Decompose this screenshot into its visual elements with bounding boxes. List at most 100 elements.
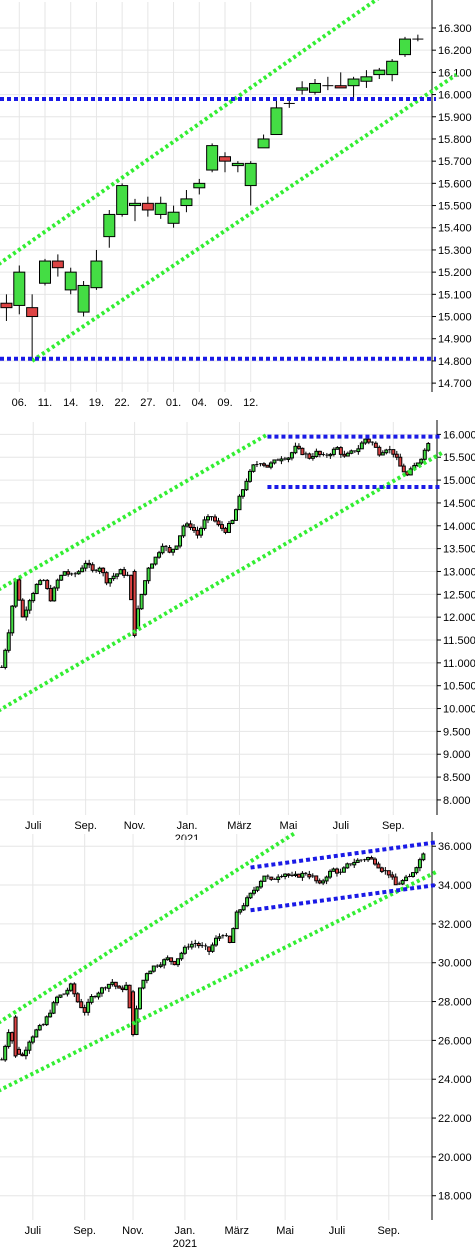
candle-body [3,649,8,668]
candle-body [366,857,371,861]
candle-body [244,480,249,491]
candle-body [192,527,197,531]
candle [393,873,398,886]
candle-body [118,569,123,575]
candle [30,1035,35,1045]
trend-channel-line [0,432,269,592]
candle [45,579,50,590]
candle-body [83,562,88,569]
y-tick-label: 8.500 [443,772,471,784]
candle-body [317,450,322,456]
candles [0,852,426,1062]
candle-body [219,156,231,162]
y-tick-label: 16.000 [443,429,475,441]
candle-body [380,452,385,456]
candle-body [13,579,18,607]
candle [286,457,291,463]
candle [137,987,142,1010]
candle [113,981,118,990]
candle [231,161,244,173]
candle [257,134,270,149]
candle-body [165,957,170,961]
candle [366,438,371,445]
candle-body [331,448,336,455]
x-tick-label: März [225,1225,249,1237]
candle-body [245,897,250,907]
candle-body [426,443,431,451]
candle [72,982,77,997]
y-tick-label: 24.000 [438,1074,472,1086]
candle [87,559,92,569]
candle [300,871,305,881]
candle [0,1057,4,1061]
candle-body [338,447,343,455]
candle [96,991,101,1000]
candle-body [379,867,384,872]
y-axis: 16.30016.20016.10016.00015.90015.80015.7… [431,0,472,392]
candle-body [171,548,176,553]
candle-body [96,992,101,998]
candle-body [227,935,232,943]
candle [397,881,401,885]
candle-body [6,1032,11,1047]
candle [266,874,270,880]
candle-body [24,609,29,618]
candle-body [314,450,319,458]
candle [127,984,132,1009]
candle [76,569,81,575]
y-tick-label: 15.900 [438,112,472,124]
candle [146,567,151,584]
candle [0,294,13,321]
candle-body [307,453,312,459]
candle [347,76,360,100]
candle-body [199,527,204,536]
y-tick-label: 11.000 [443,658,475,670]
candle [353,450,357,453]
candle [417,857,422,872]
candle [141,979,146,990]
candle-body [48,587,53,602]
candle-body [217,936,222,939]
candle-body [373,69,386,76]
candle-body [268,462,273,468]
candle-body [72,983,77,995]
candle-body [82,1007,87,1013]
candles [0,438,431,670]
candle [136,605,141,629]
candle [311,873,315,878]
candle-body [175,958,180,966]
candle [38,578,43,586]
candle [153,556,158,566]
x-tick-label: 19. [89,397,104,409]
candle-body [86,1001,91,1013]
candle-body [34,1029,39,1038]
candle [62,571,67,576]
candle [13,265,26,315]
candle-body [139,593,144,610]
candles [0,34,424,361]
trend-channel-line [0,869,439,1093]
y-tick-label: 13.500 [443,544,475,556]
x-tick-label: 12. [243,397,258,409]
candle-body [376,863,381,869]
candle [322,76,334,91]
candle [240,489,245,499]
candle [221,934,225,939]
candle-body [421,853,426,861]
candle-body [131,991,136,1036]
candle-body [132,570,137,636]
candle-body [148,970,153,975]
candle-body [179,952,184,960]
candle-body [366,438,371,443]
candle [248,892,253,900]
candle-body [410,872,415,877]
candle [269,876,274,881]
candle [62,993,66,996]
candle-body [328,870,333,878]
candle-body [317,880,322,884]
candle [210,942,215,953]
y-tick-label: 26.000 [438,1035,472,1047]
candle [31,591,36,603]
candle [66,569,71,577]
candle [80,565,85,573]
